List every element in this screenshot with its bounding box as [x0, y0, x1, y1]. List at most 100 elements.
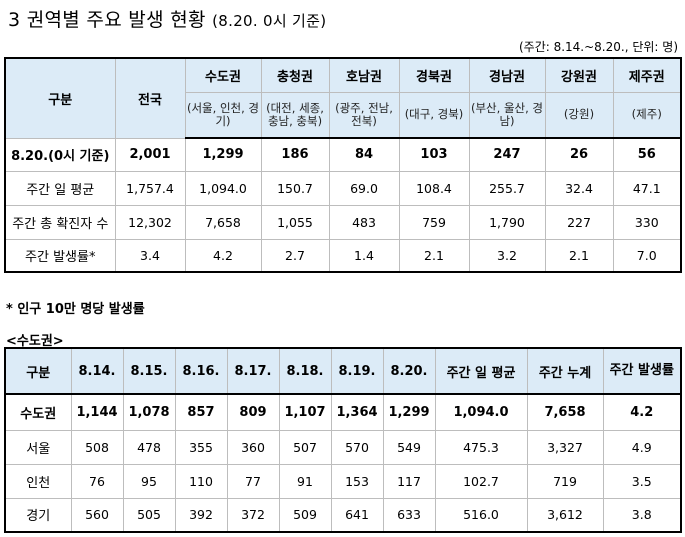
header-national: 전국: [114, 57, 186, 139]
header-cell: 8.20.: [382, 347, 436, 395]
cell: 508: [70, 429, 124, 465]
cell: 2.7: [260, 238, 330, 273]
cell: 3.5: [602, 463, 682, 499]
regional-summary-table: 구분 전국 수도권 충청권 호남권 경북권 경남권 강원권 제주권 (서울, 인…: [4, 57, 682, 273]
header-cell: 구분: [4, 347, 72, 395]
cell: 103: [398, 137, 470, 172]
cell: 186: [260, 137, 330, 172]
cell: 641: [330, 497, 384, 533]
header-region-sub: (대구, 경북): [398, 91, 470, 139]
header-cell: 주간 일 평균: [434, 347, 528, 395]
cell: 150.7: [260, 170, 330, 206]
cell: 478: [122, 429, 176, 465]
cell: 507: [278, 429, 332, 465]
table-row: 주간 일 평균 1,757.4 1,094.0 150.7 69.0 108.4…: [4, 170, 682, 206]
cell: 7,658: [184, 204, 262, 240]
title-main: 3 권역별 주요 발생 현황: [8, 9, 206, 31]
cell: 32.4: [544, 170, 614, 206]
title-sub: (8.20. 0시 기준): [212, 12, 327, 30]
table-row: 주간 발생률* 3.4 4.2 2.7 1.4 2.1 3.2 2.1 7.0: [4, 238, 682, 273]
cell: 809: [226, 393, 280, 431]
header-region: 호남권: [328, 57, 400, 93]
cell: 108.4: [398, 170, 470, 206]
cell: 1,055: [260, 204, 330, 240]
cell: 76: [70, 463, 124, 499]
header-gubun: 구분: [4, 57, 116, 139]
cell: 91: [278, 463, 332, 499]
cell: 330: [612, 204, 682, 240]
row-label: 인천: [4, 463, 72, 499]
cell: 3.8: [602, 497, 682, 533]
cell: 1,299: [184, 137, 262, 172]
header-region-sub: (대전, 세종, 충남, 충북): [260, 91, 330, 139]
cell: 4.2: [184, 238, 262, 273]
cell: 1,364: [330, 393, 384, 431]
header-cell: 8.18.: [278, 347, 332, 395]
cell: 560: [70, 497, 124, 533]
cell: 69.0: [328, 170, 400, 206]
cell: 516.0: [434, 497, 528, 533]
cell: 1,094.0: [434, 393, 528, 431]
cell: 483: [328, 204, 400, 240]
table-row: 경기 560 505 392 372 509 641 633 516.0 3,6…: [4, 497, 682, 533]
cell: 475.3: [434, 429, 528, 465]
row-label: 주간 총 확진자 수: [4, 204, 116, 240]
footnote: * 인구 10만 명당 발생률: [6, 302, 145, 317]
row-label: 경기: [4, 497, 72, 533]
cell: 857: [174, 393, 228, 431]
cell: 1,107: [278, 393, 332, 431]
cell: 7.0: [612, 238, 682, 273]
cell: 633: [382, 497, 436, 533]
cell: 1,299: [382, 393, 436, 431]
header-cell: 8.14.: [70, 347, 124, 395]
cell: 110: [174, 463, 228, 499]
cell: 3,327: [526, 429, 604, 465]
cell: 3.4: [114, 238, 186, 273]
capital-area-table: 구분 8.14. 8.15. 8.16. 8.17. 8.18. 8.19. 8…: [4, 347, 682, 533]
header-cell: 8.16.: [174, 347, 228, 395]
cell: 355: [174, 429, 228, 465]
cell: 2.1: [544, 238, 614, 273]
row-label: 8.20.(0시 기준): [4, 137, 116, 172]
header-region: 충청권: [260, 57, 330, 93]
cell: 227: [544, 204, 614, 240]
cell: 1,757.4: [114, 170, 186, 206]
cell: 95: [122, 463, 176, 499]
table-row: 서울 508 478 355 360 507 570 549 475.3 3,3…: [4, 429, 682, 465]
cell: 153: [330, 463, 384, 499]
cell: 392: [174, 497, 228, 533]
cell: 56: [612, 137, 682, 172]
cell: 509: [278, 497, 332, 533]
cell: 719: [526, 463, 604, 499]
cell: 549: [382, 429, 436, 465]
table-row: 수도권 1,144 1,078 857 809 1,107 1,364 1,29…: [4, 393, 682, 431]
cell: 1,790: [468, 204, 546, 240]
header-cell: 8.15.: [122, 347, 176, 395]
cell: 102.7: [434, 463, 528, 499]
cell: 247: [468, 137, 546, 172]
cell: 1.4: [328, 238, 400, 273]
cell: 12,302: [114, 204, 186, 240]
table-row: 주간 총 확진자 수 12,302 7,658 1,055 483 759 1,…: [4, 204, 682, 240]
cell: 759: [398, 204, 470, 240]
row-label: 주간 발생률*: [4, 238, 116, 273]
unit-note: (주간: 8.14.~8.20., 단위: 명): [518, 40, 678, 54]
header-region: 강원권: [544, 57, 614, 93]
cell: 372: [226, 497, 280, 533]
header-region-sub: (광주, 전남, 전북): [328, 91, 400, 139]
row-label: 서울: [4, 429, 72, 465]
header-region: 경북권: [398, 57, 470, 93]
header-region: 수도권: [184, 57, 262, 93]
cell: 4.2: [602, 393, 682, 431]
header-cell: 주간 누계: [526, 347, 604, 395]
table-row: 8.20.(0시 기준) 2,001 1,299 186 84 103 247 …: [4, 137, 682, 172]
cell: 2,001: [114, 137, 186, 172]
header-cell: 8.19.: [330, 347, 384, 395]
header-region: 제주권: [612, 57, 682, 93]
cell: 360: [226, 429, 280, 465]
cell: 84: [328, 137, 400, 172]
cell: 2.1: [398, 238, 470, 273]
row-label: 수도권: [4, 393, 72, 431]
cell: 1,094.0: [184, 170, 262, 206]
cell: 117: [382, 463, 436, 499]
